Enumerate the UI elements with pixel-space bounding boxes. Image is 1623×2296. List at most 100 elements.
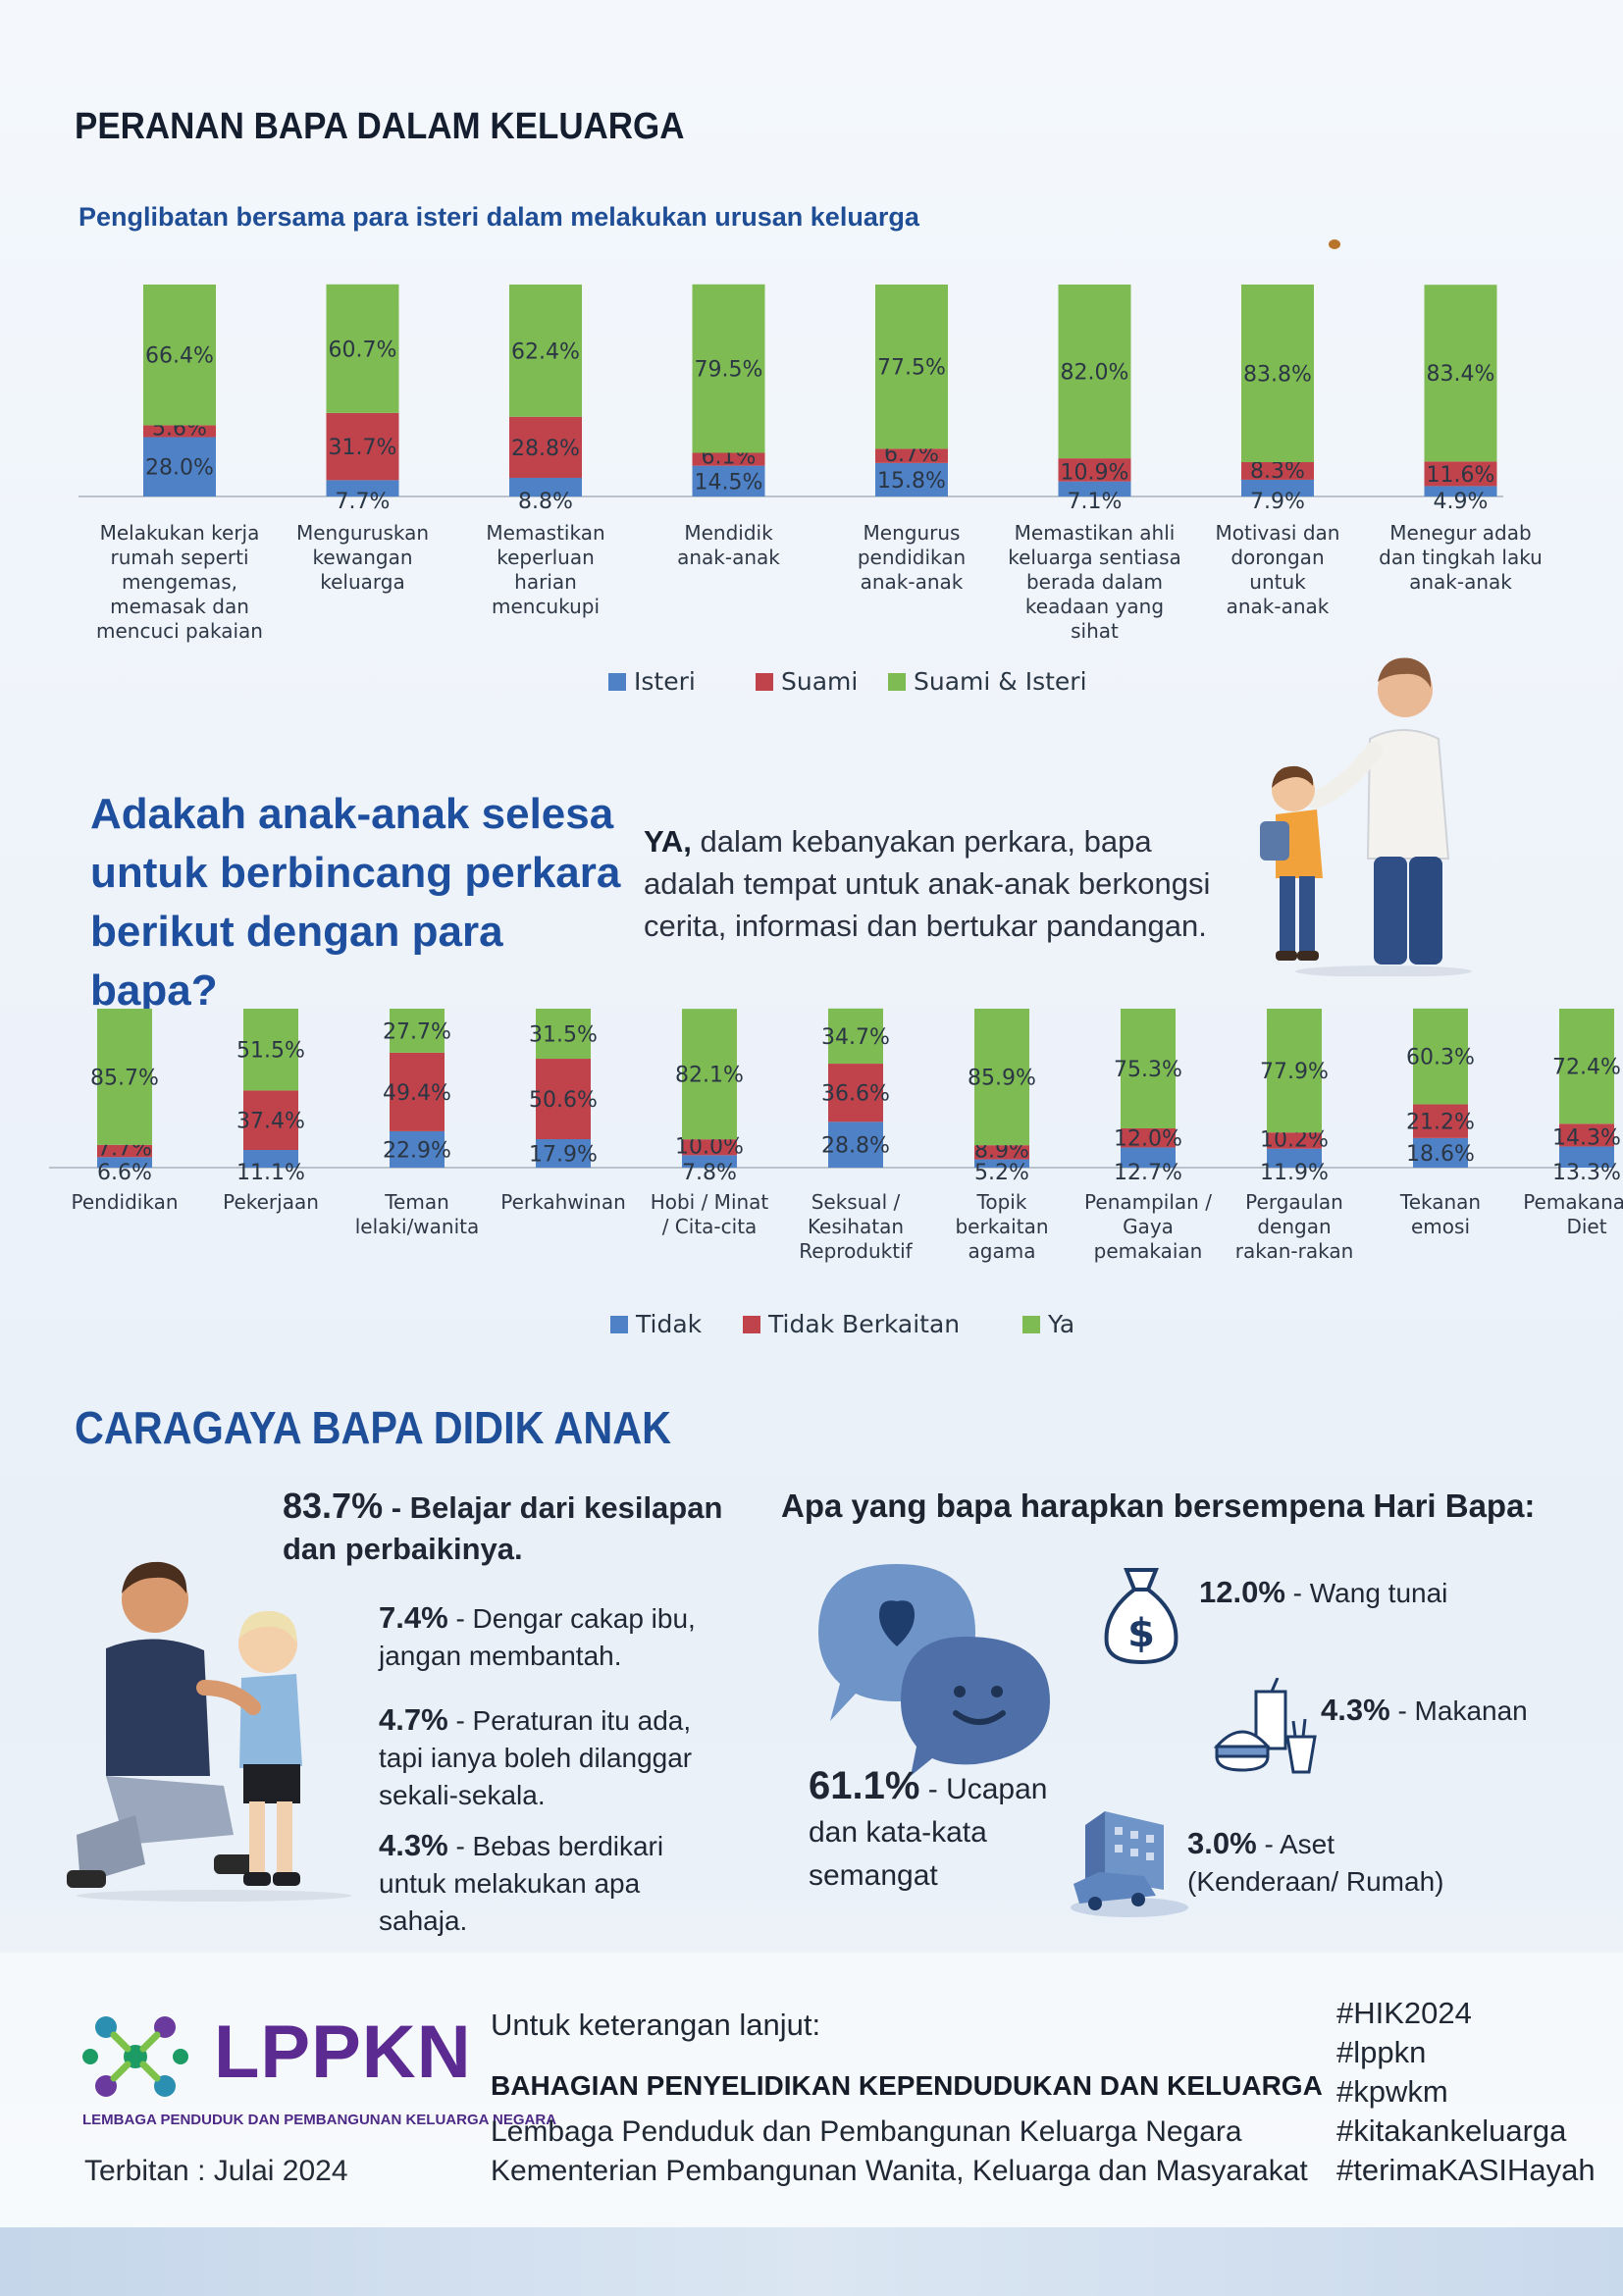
hashtag[interactable]: #kitakankeluarga [1336, 2113, 1567, 2148]
bar-segment [390, 1130, 445, 1168]
bar-segment [875, 448, 948, 463]
hari-bapa-pct: 12.0% [1199, 1575, 1285, 1609]
hari-bapa-item: 12.0% - Wang tunai [1199, 1574, 1493, 1612]
hari-bapa-text: - Wang tunai [1284, 1578, 1448, 1608]
data-label: 36.6% [821, 1082, 890, 1107]
category-label: Mendidik [684, 521, 773, 545]
bar-segment [536, 1059, 591, 1140]
legend-swatch [610, 1316, 628, 1333]
category-label: keperluan [497, 546, 595, 569]
data-label: 13.3% [1552, 1161, 1621, 1185]
published-date: Terbitan : Julai 2024 [84, 2155, 348, 2187]
hari-bapa-pct: 4.3% [1321, 1693, 1390, 1727]
legend-swatch [1022, 1316, 1040, 1333]
answer-text: dalam kebanyakan perkara, bapa adalah te… [644, 824, 1211, 943]
lppkn-logo-icon [82, 2016, 188, 2097]
category-label: rumah seperti [110, 546, 248, 569]
chart1-subtitle: Penglibatan bersama para isteri dalam me… [79, 202, 919, 232]
info-label: Untuk keterangan lanjut: [491, 2008, 821, 2042]
category-label: Mengurus [864, 521, 961, 545]
data-label: 34.7% [821, 1025, 890, 1050]
data-label: 82.1% [675, 1064, 744, 1088]
bar-segment [682, 1009, 737, 1140]
data-label: 31.5% [529, 1022, 598, 1047]
bar-segment [1241, 285, 1314, 463]
bar-segment [143, 425, 216, 438]
legend-label: Ya [1047, 1310, 1074, 1338]
data-label: 28.0% [145, 456, 214, 481]
bar-segment [1058, 458, 1131, 482]
hashtag[interactable]: #HIK2024 [1336, 1996, 1472, 2030]
data-label: 11.1% [236, 1161, 305, 1185]
caragaya-pct: 4.3% [379, 1828, 448, 1862]
data-label: 8.8% [518, 490, 573, 514]
speech-bubbles-icon [818, 1564, 1050, 1776]
bar-segment [390, 1052, 445, 1131]
category-label: anak-anak [677, 546, 780, 569]
question-line: berikut dengan para bapa? [90, 908, 503, 1015]
bar-segment [682, 1155, 737, 1168]
hari-bapa-text: - Makanan [1389, 1696, 1528, 1726]
bar-segment [875, 285, 948, 449]
bar-segment [1058, 285, 1131, 459]
bar-segment [1241, 462, 1314, 480]
hashtag[interactable]: #lppkn [1336, 2035, 1427, 2069]
page-title: PERANAN BAPA DALAM KELUARGA [75, 106, 685, 147]
data-label: 83.8% [1243, 362, 1312, 387]
data-label: 22.9% [383, 1138, 451, 1163]
caragaya-item: 4.7% - Peraturan itu ada, tapi ianya bol… [379, 1701, 712, 1814]
data-label: 85.7% [90, 1066, 159, 1090]
caragaya-item: 7.4% - Dengar cakap ibu, jangan membanta… [379, 1599, 712, 1675]
legend-swatch [756, 673, 773, 691]
category-label: Memastikan [486, 521, 604, 545]
caragaya-text: - Dengar cakap ibu, jangan membantah. [379, 1603, 696, 1671]
category-label: mengemas, [122, 570, 237, 594]
data-label: 11.6% [1427, 463, 1495, 488]
category-label: Pendidikan [72, 1190, 179, 1214]
bar-segment [1241, 479, 1314, 496]
caragaya-item: 83.7% - Belajar dari kesilapan dan perba… [283, 1486, 744, 1570]
bar-segment [1267, 1132, 1322, 1149]
category-label: untuk [1249, 570, 1306, 594]
data-label: 60.7% [329, 338, 397, 362]
data-label: 5.2% [974, 1161, 1029, 1185]
bar-segment [1121, 1127, 1176, 1148]
bar-segment [1058, 481, 1131, 496]
data-label: 14.3% [1552, 1125, 1621, 1150]
bar-segment [390, 1009, 445, 1053]
caragaya-pct: 83.7% [283, 1486, 384, 1526]
legend-swatch [888, 673, 906, 691]
category-label: Pekerjaan [223, 1190, 319, 1214]
bar-segment [974, 1009, 1029, 1146]
bar-segment [97, 1009, 152, 1145]
data-label: 4.9% [1434, 490, 1489, 514]
data-label: 7.7% [336, 490, 391, 514]
legend-label: Tidak Berkaitan [767, 1310, 960, 1338]
category-label: berkaitan [955, 1215, 1048, 1238]
category-label: Melakukan kerja [100, 521, 260, 545]
bar-segment [1559, 1009, 1614, 1124]
legend-label: Tidak [635, 1310, 703, 1338]
category-label: Tekanan [1399, 1190, 1481, 1214]
category-label: Diet [1566, 1215, 1606, 1238]
category-label: Teman [384, 1190, 449, 1214]
bar-segment [875, 462, 948, 496]
hashtag[interactable]: #kpwkm [1336, 2074, 1448, 2109]
data-label: 11.9% [1260, 1161, 1329, 1185]
data-label: 12.0% [1114, 1126, 1182, 1151]
data-label: 7.1% [1068, 490, 1123, 514]
bar-segment [326, 480, 399, 496]
bar-segment [1559, 1146, 1614, 1168]
hashtag[interactable]: #terimaKASIHayah [1336, 2153, 1596, 2187]
bar-segment [1424, 461, 1497, 487]
data-label: 62.4% [511, 339, 580, 364]
hashtag-list: #HIK2024 #lppkn #kpwkm #kitakankeluarga … [1336, 1994, 1596, 2190]
bar-segment [509, 285, 582, 417]
category-label: anak-anak [861, 570, 964, 594]
bar-segment [97, 1144, 152, 1158]
hari-bapa-item: 3.0% - Aset (Kenderaan/ Rumah) [1187, 1825, 1482, 1901]
data-label: 14.5% [695, 470, 763, 495]
money-bag-icon: $ [1104, 1568, 1178, 1665]
bar-segment [1267, 1009, 1322, 1133]
category-label: keluarga [320, 570, 404, 594]
